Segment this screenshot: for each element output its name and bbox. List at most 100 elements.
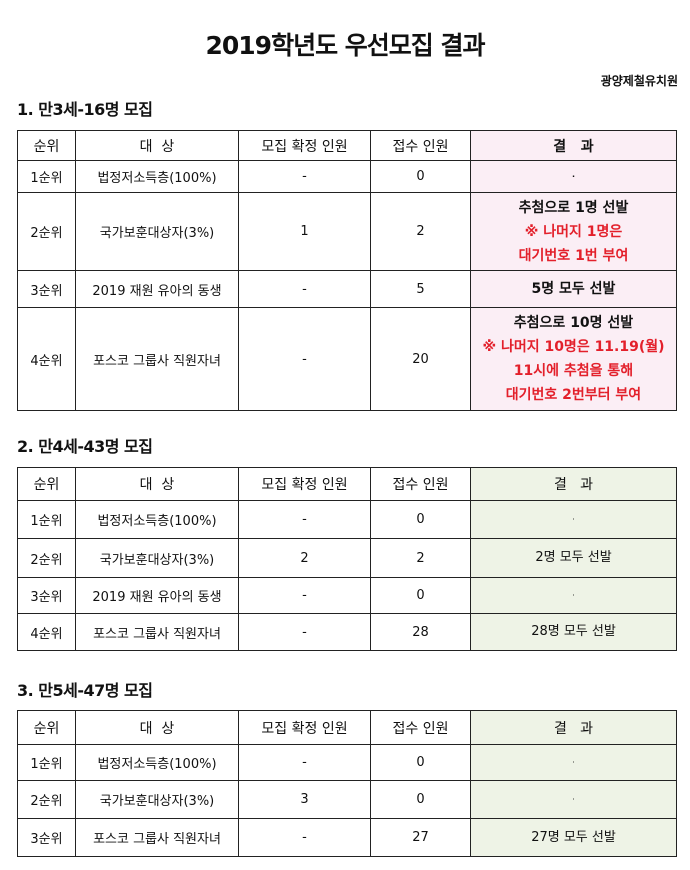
result-text: · xyxy=(572,757,575,767)
column-header-applied: 접수 인원 xyxy=(370,710,471,745)
cell-target: 2019 재원 유아의 동생 xyxy=(75,577,239,614)
result-text: 27명 모두 선발 xyxy=(531,829,616,845)
cell-target: 포스코 그룹사 직원자녀 xyxy=(75,307,239,411)
cell-applied: 0 xyxy=(370,160,471,193)
cell-result: · xyxy=(470,780,677,819)
cell-rank: 3순위 xyxy=(17,270,76,308)
table-row: 1순위 법정저소득층(100%) -0 · xyxy=(17,744,677,781)
cell-target: 국가보훈대상자(3%) xyxy=(75,780,239,819)
result-note-red: 대기번호 2번부터 부여 xyxy=(505,387,642,403)
cell-confirmed: 3 xyxy=(238,780,371,819)
result-text: 추첨으로 10명 선발 xyxy=(513,315,634,331)
column-header-confirmed: 모집 확정 인원 xyxy=(238,130,371,161)
column-header-target: 대 상 xyxy=(75,130,239,161)
table-row: 4순위 포스코 그룹사 직원자녀 -28 28명 모두 선발 xyxy=(17,613,677,651)
results-table: 순위 대 상 모집 확정 인원 접수 인원 결 과 1순위 법정저소득층(100%) -0 · 2… xyxy=(17,130,677,411)
table-row: 3순위 포스코 그룹사 직원자녀 -27 27명 모두 선발 xyxy=(17,818,677,857)
cell-applied: 0 xyxy=(370,744,471,781)
cell-applied: 5 xyxy=(370,270,471,308)
column-header-confirmed: 모집 확정 인원 xyxy=(238,710,371,745)
cell-rank: 2순위 xyxy=(17,780,76,819)
cell-rank: 2순위 xyxy=(17,538,76,578)
cell-applied: 2 xyxy=(370,192,471,271)
cell-result: 추첨으로 10명 선발 ※ 나머지 10명은 11.19(월) 11시에 추첨을 통… xyxy=(470,307,677,411)
cell-confirmed: 2 xyxy=(238,538,371,578)
cell-target: 2019 재원 유아의 동생 xyxy=(75,270,239,308)
column-header-rank: 순위 xyxy=(17,130,76,161)
cell-rank: 2순위 xyxy=(17,192,76,271)
table-row: 2순위 국가보훈대상자(3%) 3 0 · xyxy=(17,780,677,819)
cell-result: · xyxy=(470,577,677,614)
column-header-rank: 순위 xyxy=(17,467,76,501)
results-table: 순위 대 상 모집 확정 인원 접수 인원 결 과 1순위 법정저소득층(100%) -0 · 2… xyxy=(17,467,677,651)
header-row: 순위 대 상 모집 확정 인원 접수 인원 결 과 xyxy=(17,710,677,745)
cell-confirmed: - xyxy=(238,270,371,308)
cell-applied: 0 xyxy=(370,577,471,614)
result-text: · xyxy=(572,794,575,804)
table-row: 3순위 2019 재원 유아의 동생 -0 · xyxy=(17,577,677,614)
header-row: 순위 대 상 모집 확정 인원 접수 인원 결 과 xyxy=(17,467,677,501)
column-header-confirmed: 모집 확정 인원 xyxy=(238,467,371,501)
cell-target: 국가보훈대상자(3%) xyxy=(75,192,239,271)
cell-applied: 0 xyxy=(370,780,471,819)
column-header-applied: 접수 인원 xyxy=(370,467,471,501)
cell-confirmed: - xyxy=(238,577,371,614)
section-heading: 2. 만4세-43명 모집 xyxy=(17,437,153,456)
cell-applied: 0 xyxy=(370,500,471,539)
cell-confirmed: - xyxy=(238,160,371,193)
cell-target: 법정저소득층(100%) xyxy=(75,500,239,539)
cell-target: 포스코 그룹사 직원자녀 xyxy=(75,613,239,651)
cell-rank: 3순위 xyxy=(17,818,76,857)
result-text: 추첨으로 1명 선발 xyxy=(518,199,629,216)
column-header-result: 결 과 xyxy=(470,710,677,745)
cell-result: · xyxy=(470,160,677,193)
cell-result: 27명 모두 선발 xyxy=(470,818,677,857)
cell-rank: 1순위 xyxy=(17,160,76,193)
result-text: · xyxy=(572,514,575,524)
table-row: 4순위 포스코 그룹사 직원자녀 -20 추첨으로 10명 선발 ※ 나머지 10명은 … xyxy=(17,307,677,411)
cell-result: · xyxy=(470,500,677,539)
cell-target: 법정저소득층(100%) xyxy=(75,160,239,193)
cell-result: 2명 모두 선발 xyxy=(470,538,677,578)
result-text: 28명 모두 선발 xyxy=(531,624,616,639)
cell-rank: 1순위 xyxy=(17,744,76,781)
result-note-red: ※ 나머지 1명은 xyxy=(524,223,623,240)
result-text: · xyxy=(572,590,575,600)
cell-result: 28명 모두 선발 xyxy=(470,613,677,651)
cell-rank: 4순위 xyxy=(17,613,76,651)
column-header-rank: 순위 xyxy=(17,710,76,745)
cell-applied: 2 xyxy=(370,538,471,578)
cell-applied: 27 xyxy=(370,818,471,857)
table-row: 1순위 법정저소득층(100%) -0 · xyxy=(17,500,677,539)
result-text: 2명 모두 선발 xyxy=(535,550,612,565)
result-text: 5명 모두 선발 xyxy=(531,281,616,297)
cell-rank: 4순위 xyxy=(17,307,76,411)
cell-target: 포스코 그룹사 직원자녀 xyxy=(75,818,239,857)
cell-confirmed: - xyxy=(238,818,371,857)
section-heading: 3. 만5세-47명 모집 xyxy=(17,681,153,700)
cell-confirmed: - xyxy=(238,744,371,781)
column-header-applied: 접수 인원 xyxy=(370,130,471,161)
result-note-red: 11시에 추첨을 통해 xyxy=(513,363,634,379)
column-header-result: 결 과 xyxy=(470,130,677,161)
header-row: 순위 대 상 모집 확정 인원 접수 인원 결 과 xyxy=(17,130,677,161)
result-text: · xyxy=(571,171,576,181)
table-row: 1순위 법정저소득층(100%) -0 · xyxy=(17,160,677,193)
organization-name: 광양제철유치원 xyxy=(600,74,678,88)
results-table: 순위 대 상 모집 확정 인원 접수 인원 결 과 1순위 법정저소득층(100%) -0 · 2… xyxy=(17,710,677,857)
column-header-result: 결 과 xyxy=(470,467,677,501)
cell-target: 법정저소득층(100%) xyxy=(75,744,239,781)
cell-confirmed: - xyxy=(238,613,371,651)
cell-applied: 20 xyxy=(370,307,471,411)
cell-result: 5명 모두 선발 xyxy=(470,270,677,308)
section-heading: 1. 만3세-16명 모집 xyxy=(17,100,153,119)
cell-rank: 1순위 xyxy=(17,500,76,539)
result-note-red: 대기번호 1번 부여 xyxy=(518,247,629,264)
table-row: 2순위 국가보훈대상자(3%) 2 2 2명 모두 선발 xyxy=(17,538,677,578)
result-note-red: ※ 나머지 10명은 11.19(월) xyxy=(482,339,665,355)
table-row: 2순위 국가보훈대상자(3%) 1 2 추첨으로 1명 선발 ※ 나머지 1명은 대기번호 … xyxy=(17,192,677,271)
column-header-target: 대 상 xyxy=(75,467,239,501)
page-title: 2019학년도 우선모집 결과 xyxy=(205,31,486,60)
cell-applied: 28 xyxy=(370,613,471,651)
